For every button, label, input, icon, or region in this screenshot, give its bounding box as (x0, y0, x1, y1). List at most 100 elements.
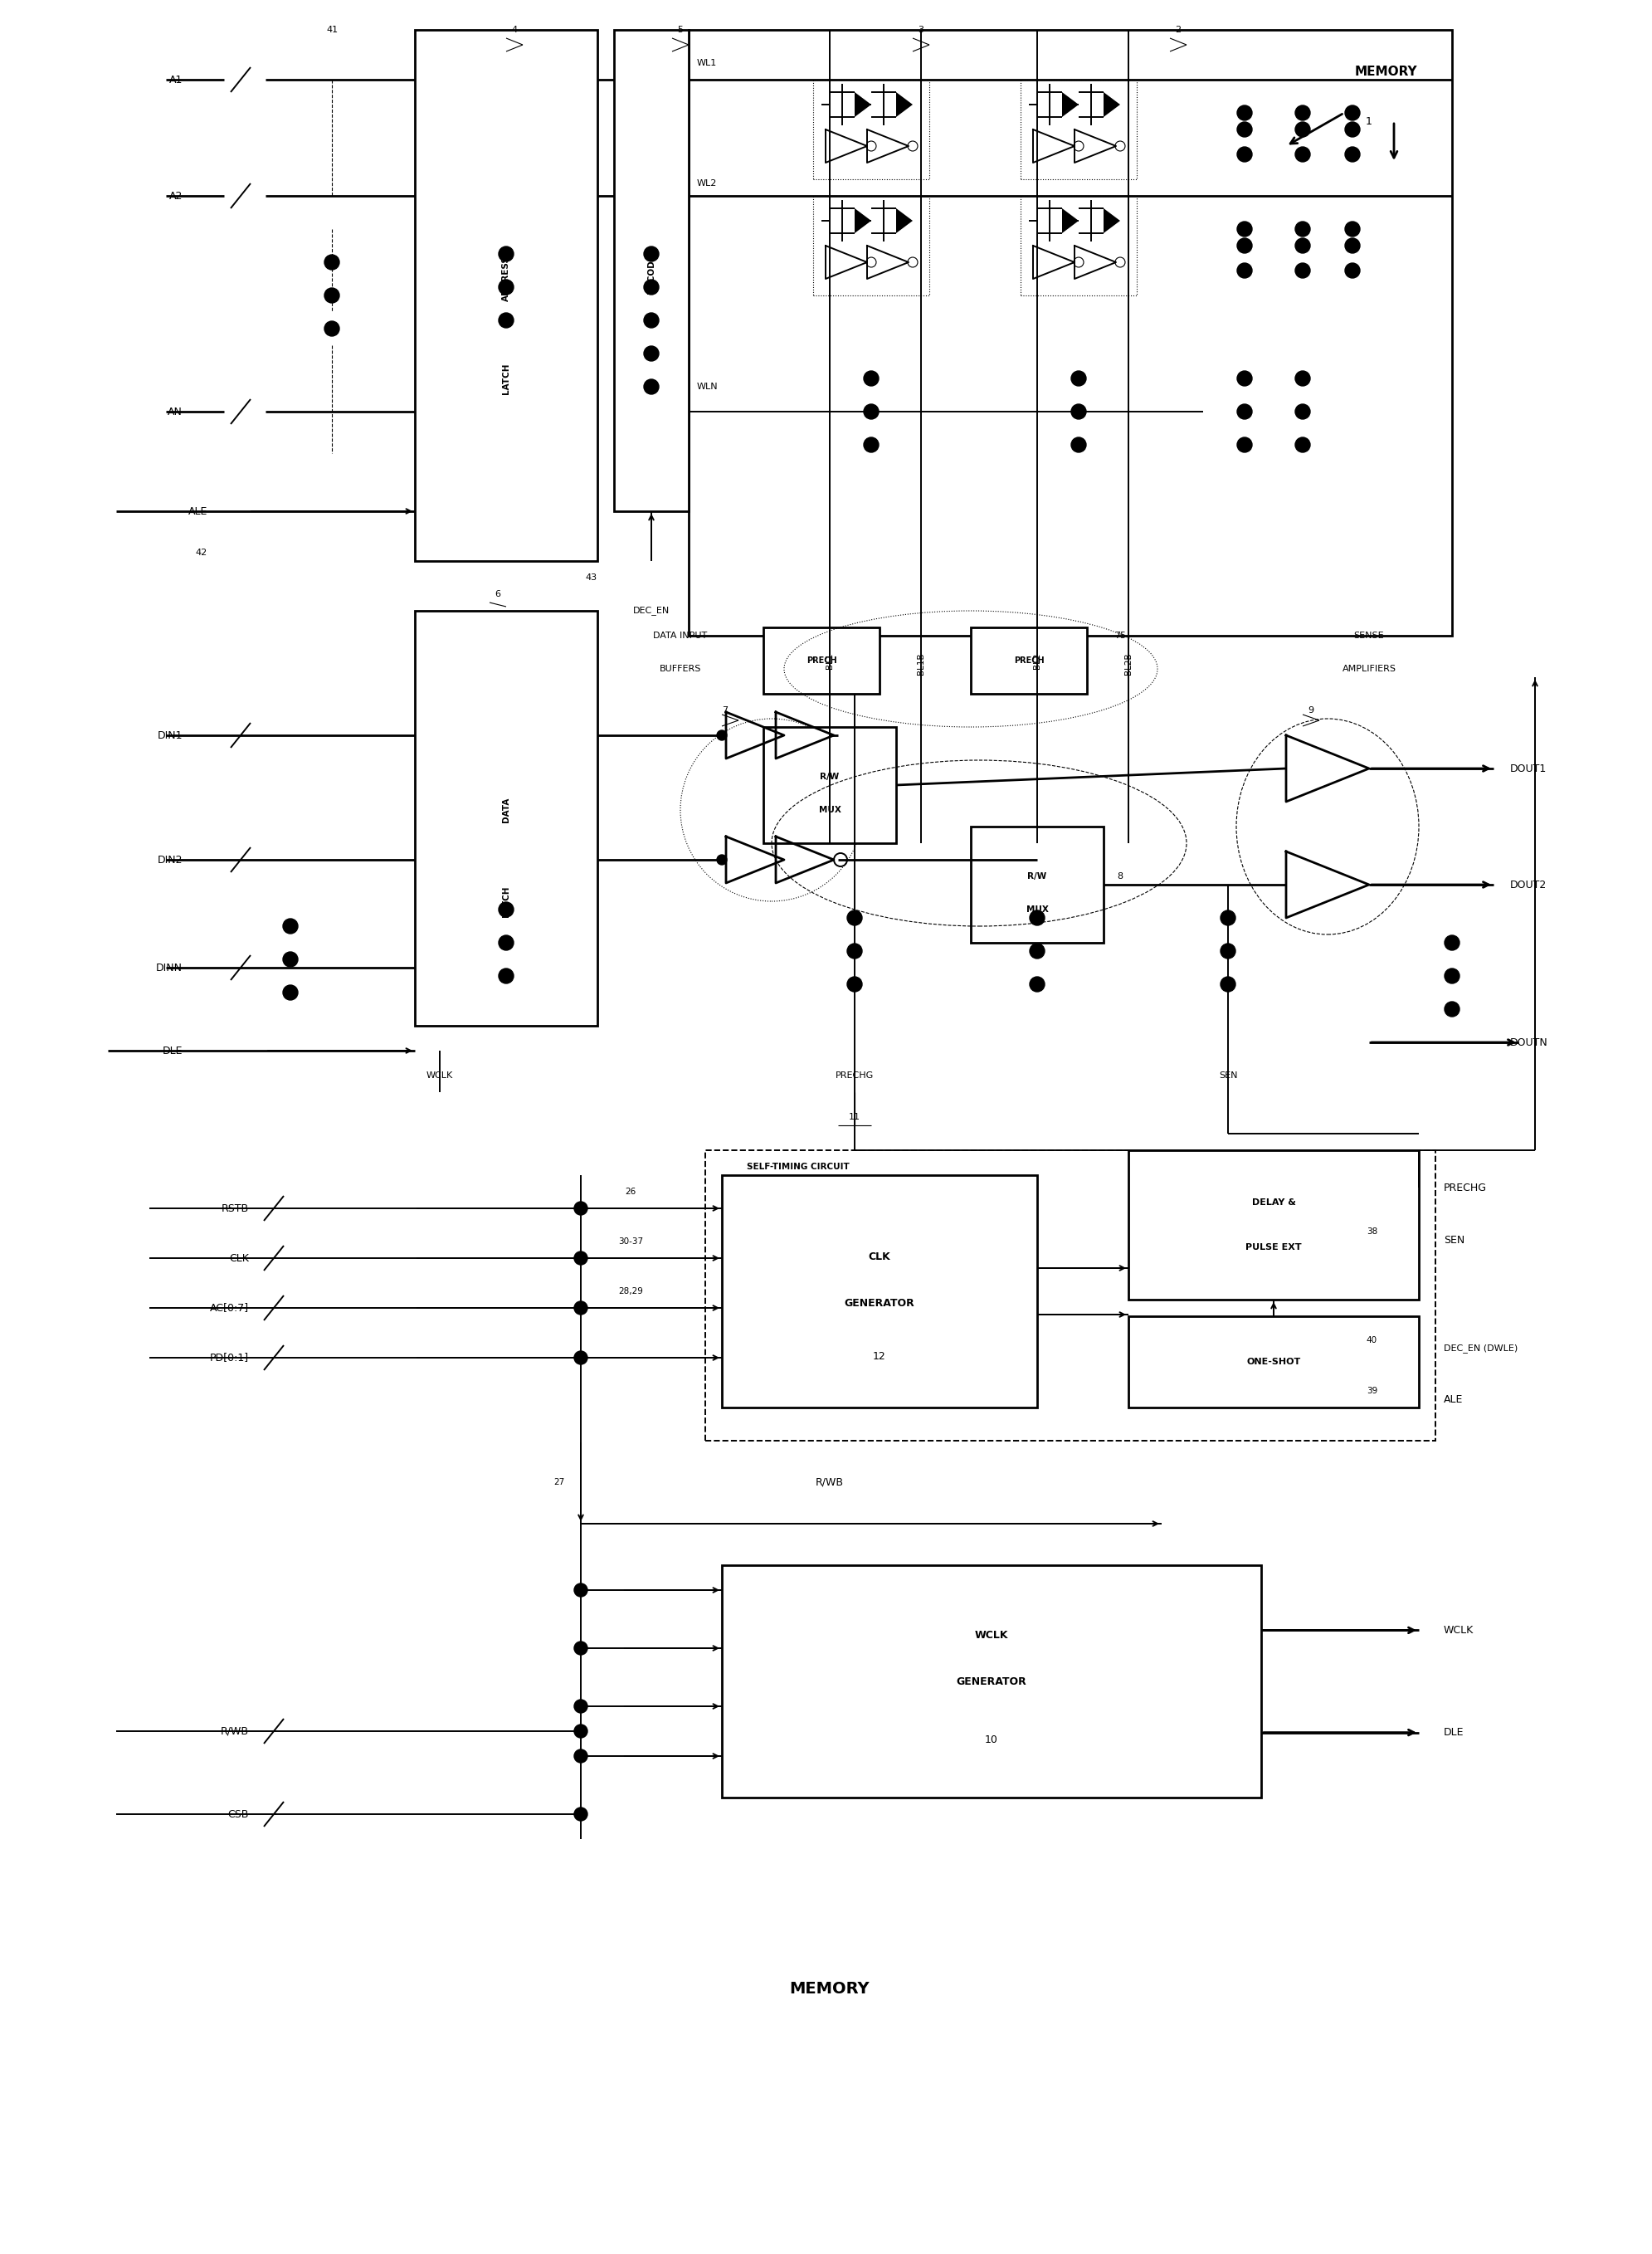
Text: 5: 5 (677, 25, 684, 34)
Text: BL2: BL2 (1032, 651, 1041, 669)
Circle shape (575, 1641, 588, 1654)
Text: 7: 7 (722, 706, 729, 715)
Text: WCLK: WCLK (1444, 1625, 1474, 1636)
Circle shape (1345, 264, 1360, 277)
Circle shape (1345, 122, 1360, 137)
Circle shape (717, 854, 727, 866)
Text: BL2B: BL2B (1125, 651, 1133, 674)
Polygon shape (854, 92, 871, 117)
Text: 6: 6 (496, 591, 501, 597)
Circle shape (575, 1301, 588, 1314)
Circle shape (499, 313, 514, 327)
Text: BUFFERS: BUFFERS (659, 665, 702, 674)
Circle shape (1295, 122, 1310, 137)
Text: ALE: ALE (1444, 1393, 1464, 1404)
Bar (415, 29, 598, 561)
Text: ALE: ALE (188, 505, 208, 516)
Circle shape (644, 313, 659, 327)
Circle shape (644, 279, 659, 295)
Polygon shape (1104, 207, 1120, 232)
Polygon shape (895, 207, 912, 232)
Text: WCLK: WCLK (975, 1630, 1008, 1641)
Text: 11: 11 (849, 1113, 861, 1120)
Circle shape (1345, 106, 1360, 119)
Text: DECODER: DECODER (648, 248, 656, 293)
Bar (722, 1564, 1260, 1796)
Circle shape (1237, 239, 1252, 252)
Bar (1021, 196, 1137, 295)
Text: DOUT1: DOUT1 (1510, 764, 1546, 773)
Text: 3: 3 (919, 25, 923, 34)
Circle shape (324, 320, 339, 336)
Text: MUX: MUX (1026, 906, 1049, 913)
Text: 28,29: 28,29 (618, 1287, 643, 1296)
Circle shape (1029, 976, 1044, 992)
Text: SEN: SEN (1444, 1235, 1465, 1244)
Circle shape (1221, 944, 1236, 958)
Text: BL1B: BL1B (917, 651, 925, 674)
Circle shape (1029, 911, 1044, 926)
Circle shape (1029, 944, 1044, 958)
Circle shape (1295, 403, 1310, 419)
Circle shape (1070, 403, 1085, 419)
Bar (1021, 79, 1137, 180)
Circle shape (717, 730, 727, 739)
Bar (813, 196, 930, 295)
Circle shape (575, 1749, 588, 1763)
Text: 4: 4 (512, 25, 517, 34)
Text: DATA: DATA (502, 798, 510, 823)
Text: GENERATOR: GENERATOR (844, 1298, 915, 1307)
Circle shape (575, 1350, 588, 1364)
Text: SELF-TIMING CIRCUIT: SELF-TIMING CIRCUIT (747, 1163, 849, 1172)
Text: 12: 12 (872, 1350, 885, 1361)
Text: WL2: WL2 (697, 180, 717, 187)
Text: 10: 10 (985, 1733, 998, 1745)
Text: 39: 39 (1366, 1386, 1378, 1395)
Text: 42: 42 (195, 548, 208, 557)
Circle shape (1295, 147, 1310, 162)
Text: WL1: WL1 (697, 59, 717, 68)
Circle shape (499, 935, 514, 951)
Circle shape (1070, 437, 1085, 453)
Circle shape (1237, 106, 1252, 119)
Text: 1: 1 (1366, 115, 1373, 126)
Circle shape (1237, 264, 1252, 277)
Circle shape (575, 1700, 588, 1713)
Circle shape (324, 289, 339, 302)
Circle shape (499, 279, 514, 295)
Circle shape (1345, 221, 1360, 237)
Circle shape (282, 985, 297, 1001)
Text: 41: 41 (325, 25, 337, 34)
Polygon shape (895, 92, 912, 117)
Text: 40: 40 (1366, 1337, 1378, 1343)
Text: DLE: DLE (1444, 1727, 1464, 1738)
Text: AMPLIFIERS: AMPLIFIERS (1341, 665, 1396, 674)
Text: PRECHG: PRECHG (836, 1071, 874, 1080)
Polygon shape (854, 207, 871, 232)
Text: 26: 26 (624, 1188, 636, 1197)
Circle shape (575, 1251, 588, 1264)
Text: DATA INPUT: DATA INPUT (653, 631, 707, 640)
Polygon shape (1062, 207, 1079, 232)
Text: PD[0:1]: PD[0:1] (210, 1352, 249, 1364)
Text: 9: 9 (1308, 706, 1313, 715)
Text: SEN: SEN (1219, 1071, 1237, 1080)
Circle shape (1237, 403, 1252, 419)
Circle shape (1444, 969, 1459, 983)
Circle shape (1221, 911, 1236, 926)
Circle shape (864, 403, 879, 419)
Circle shape (1295, 221, 1310, 237)
Bar (1128, 1150, 1419, 1301)
Text: 75: 75 (1115, 631, 1127, 640)
Circle shape (1295, 372, 1310, 385)
Text: ONE-SHOT: ONE-SHOT (1247, 1357, 1300, 1366)
Circle shape (324, 255, 339, 270)
Text: GENERATOR: GENERATOR (957, 1677, 1026, 1686)
Circle shape (575, 1808, 588, 1821)
Circle shape (1345, 239, 1360, 252)
Polygon shape (1062, 92, 1079, 117)
Bar (971, 827, 1104, 942)
Text: A2: A2 (169, 189, 182, 201)
Text: PULSE EXT: PULSE EXT (1246, 1244, 1302, 1251)
Text: A1: A1 (169, 74, 182, 86)
